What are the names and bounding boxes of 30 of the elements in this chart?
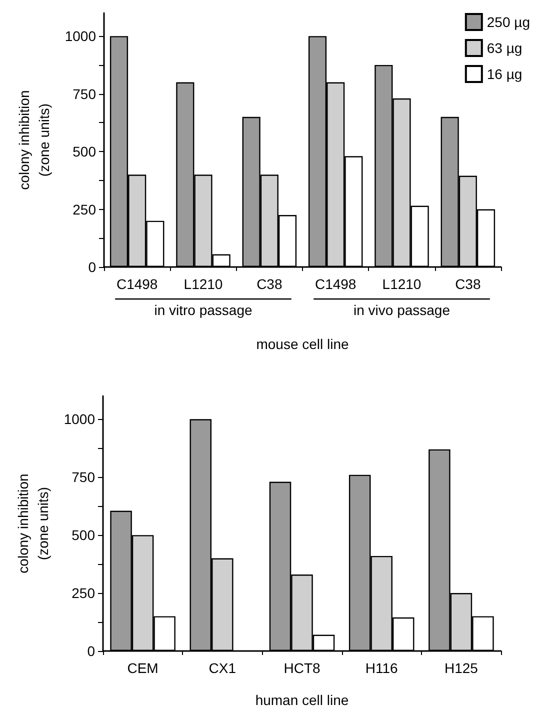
x-tick-label: CX1	[208, 660, 236, 676]
y-tick-label: 250	[72, 585, 96, 602]
x-axis-title: mouse cell line	[256, 336, 350, 352]
x-tick-label: C1498	[314, 276, 356, 292]
y-tick-label: 500	[72, 144, 96, 160]
y-axis-title: colony inhibition (zone units)	[16, 90, 52, 190]
x-tick-label: HCT8	[284, 660, 320, 676]
y-axis-title: colony inhibition (zone units)	[14, 474, 51, 574]
y-tick-label: 500	[72, 527, 96, 544]
y-tick-label: 1000	[64, 28, 96, 44]
x-tick-label: C38	[256, 276, 282, 292]
x-tick-label: L1210	[184, 276, 223, 292]
y-tick-label: 1000	[64, 411, 96, 428]
y-tick-label: 0	[87, 643, 96, 659]
x-axis-title: human cell line	[255, 692, 349, 708]
x-tick-label: L1210	[382, 276, 422, 292]
x-tick-label: H116	[365, 660, 398, 676]
legend-label: 250 µg	[486, 14, 530, 30]
x-tick-label: C38	[455, 276, 481, 292]
y-tick-label: 750	[72, 469, 96, 486]
legend-label: 63 µg	[486, 40, 522, 56]
y-tick-label: 250	[72, 201, 96, 218]
legend-label: 16 µg	[486, 66, 522, 82]
x-tick-label: CEM	[127, 660, 158, 676]
y-tick-label: 0	[88, 259, 96, 275]
x-tick-label: H125	[444, 660, 478, 676]
text: in vitro passage	[154, 302, 252, 318]
text: in vivo passage	[353, 302, 450, 318]
x-tick-label: C1498	[116, 276, 158, 292]
y-tick-label: 750	[72, 86, 96, 102]
